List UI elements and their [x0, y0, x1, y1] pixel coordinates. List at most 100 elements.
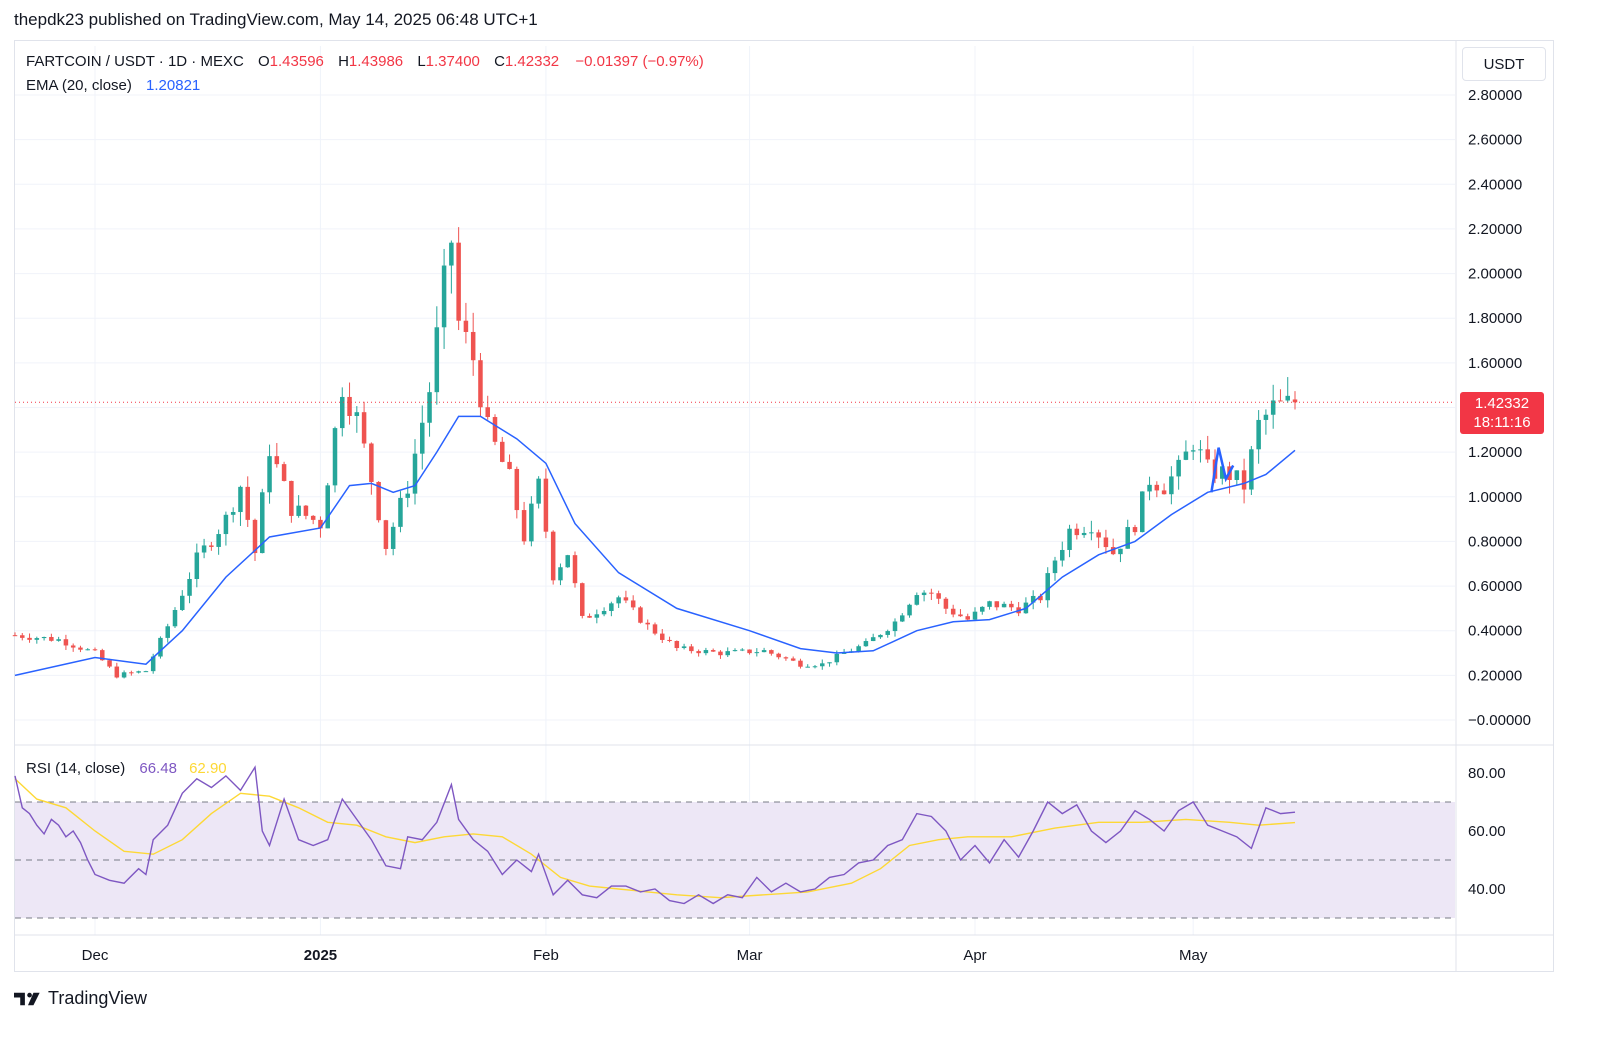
candle-body	[798, 660, 803, 667]
candle-body	[1118, 548, 1123, 555]
publisher-line: thepdk23 published on TradingView.com, M…	[14, 10, 538, 29]
ohlc-legend: FARTCOIN / USDT · 1D · MEXC O1.43596 H1.…	[26, 53, 708, 70]
candle-body	[260, 492, 265, 554]
candle-body	[689, 646, 694, 652]
candle-body	[1161, 490, 1167, 495]
open-label: O	[257, 53, 270, 70]
candle-body	[507, 461, 512, 469]
candle-body	[1045, 573, 1050, 601]
rsi-ma-line	[14, 778, 1296, 899]
chart-frame	[14, 40, 1554, 972]
candle-body	[376, 481, 381, 521]
candle-body	[296, 505, 301, 516]
candle-body	[1292, 399, 1298, 403]
candle-body	[609, 603, 614, 611]
candle-body	[652, 624, 658, 634]
candle-body	[1074, 528, 1080, 536]
candle-body	[129, 672, 134, 674]
time-axis-tick: Feb	[533, 947, 559, 964]
candle-body	[1147, 484, 1152, 492]
close-label: C	[494, 53, 505, 70]
change-value: −0.01397 (−0.97%)	[575, 53, 704, 70]
last-price-value: 1.42332	[1474, 395, 1530, 412]
candle-body	[529, 503, 534, 542]
candle-body	[536, 478, 541, 504]
candle-body	[1103, 537, 1109, 548]
candle-body	[587, 615, 592, 618]
price-axis-tick: 2.20000	[1468, 221, 1522, 238]
candle-body	[390, 526, 396, 549]
price-axis-tick: 2.80000	[1468, 87, 1522, 104]
candle-body	[41, 636, 47, 639]
rsi-ma-value: 62.90	[189, 760, 227, 777]
price-axis-tick: 0.40000	[1468, 623, 1522, 640]
candle-body	[645, 622, 650, 625]
candle-body	[703, 650, 709, 654]
candle-body	[1038, 595, 1043, 601]
candle-body	[267, 456, 272, 493]
bar-countdown: 18:11:16	[1473, 414, 1531, 431]
candle-body	[987, 601, 992, 607]
candle-body	[630, 600, 636, 608]
candle-body	[943, 598, 949, 609]
candle-body	[463, 320, 469, 332]
candle-body	[1125, 527, 1130, 549]
candle-body	[740, 649, 745, 651]
candle-body	[492, 417, 498, 442]
candle-body	[718, 651, 723, 656]
candle-body	[1169, 476, 1174, 495]
candle-body	[369, 443, 374, 482]
candle-body	[856, 646, 861, 652]
candle-body	[725, 651, 730, 656]
open-value: 1.43596	[269, 53, 324, 70]
candle-body	[572, 555, 578, 584]
candle-body	[303, 505, 309, 516]
rsi-legend[interactable]: RSI (14, close) 66.48 62.90	[26, 760, 231, 777]
candle-body	[209, 545, 214, 547]
candle-body	[310, 515, 316, 520]
candle-body	[427, 392, 432, 423]
rsi-axis-tick: 40.00	[1468, 881, 1506, 898]
candle-body	[238, 486, 243, 513]
candle-body	[500, 441, 505, 462]
price-axis-tick: 0.60000	[1468, 578, 1522, 595]
candle-body	[696, 651, 701, 654]
candle-body	[681, 646, 687, 649]
candle-body	[914, 595, 920, 605]
candle-body	[187, 579, 192, 596]
currency-unit-button[interactable]: USDT	[1462, 47, 1546, 81]
ema-legend[interactable]: EMA (20, close) 1.20821	[26, 77, 204, 94]
candle-body	[252, 519, 258, 554]
candle-body	[1009, 603, 1014, 608]
candle-body	[674, 640, 680, 649]
candle-body	[434, 327, 440, 393]
candle-body	[92, 649, 98, 651]
candle-body	[972, 611, 978, 620]
symbol-label[interactable]: FARTCOIN / USDT · 1D · MEXC	[26, 53, 244, 70]
candle-body	[921, 592, 927, 596]
candle-body	[383, 520, 389, 549]
candle-body	[478, 360, 483, 408]
candle-body	[1234, 470, 1240, 480]
low-value: 1.37400	[425, 53, 480, 70]
candle-body	[289, 480, 294, 516]
price-axis-tick: 0.20000	[1468, 667, 1522, 684]
candle-body	[412, 453, 418, 494]
candle-body	[769, 650, 774, 654]
rsi-axis-tick: 80.00	[1468, 765, 1506, 782]
candle-body	[601, 610, 607, 615]
candle-body	[34, 638, 40, 640]
candle-body	[20, 635, 25, 638]
candle-body	[929, 592, 934, 594]
candle-body	[863, 641, 869, 647]
tradingview-footer[interactable]: TradingView	[14, 988, 147, 1009]
candle-body	[623, 597, 629, 601]
candle-body	[107, 660, 112, 667]
candle-body	[1001, 603, 1007, 608]
candle-body	[201, 545, 207, 553]
candle-body	[892, 621, 898, 632]
candle-body	[776, 653, 781, 658]
candle-body	[1263, 414, 1269, 420]
candle-body	[27, 637, 32, 640]
